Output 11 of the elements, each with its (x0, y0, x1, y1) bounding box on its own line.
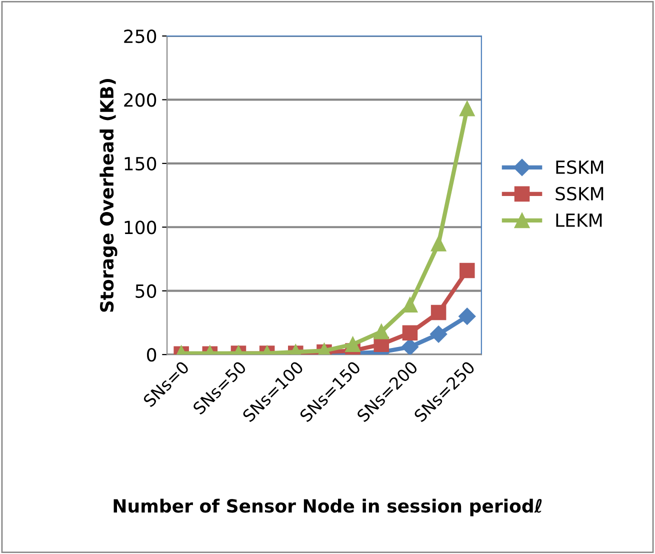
y-axis-title: Storage Overhead (KB) (100, 79, 118, 312)
y-tick-label: 250 (124, 29, 156, 44)
y-tick-label: 50 (136, 284, 156, 298)
y-tick-label: 0 (147, 348, 156, 362)
legend-label: LEKM (556, 214, 602, 227)
y-tick-label: 100 (124, 220, 156, 234)
x-axis-title: Number of Sensor Node in session periodℓ (114, 498, 542, 516)
y-tick-label: 150 (124, 156, 156, 171)
legend-label: SSKM (556, 186, 604, 201)
legend-label: ESKM (556, 160, 604, 174)
y-tick-label: 200 (124, 93, 156, 107)
